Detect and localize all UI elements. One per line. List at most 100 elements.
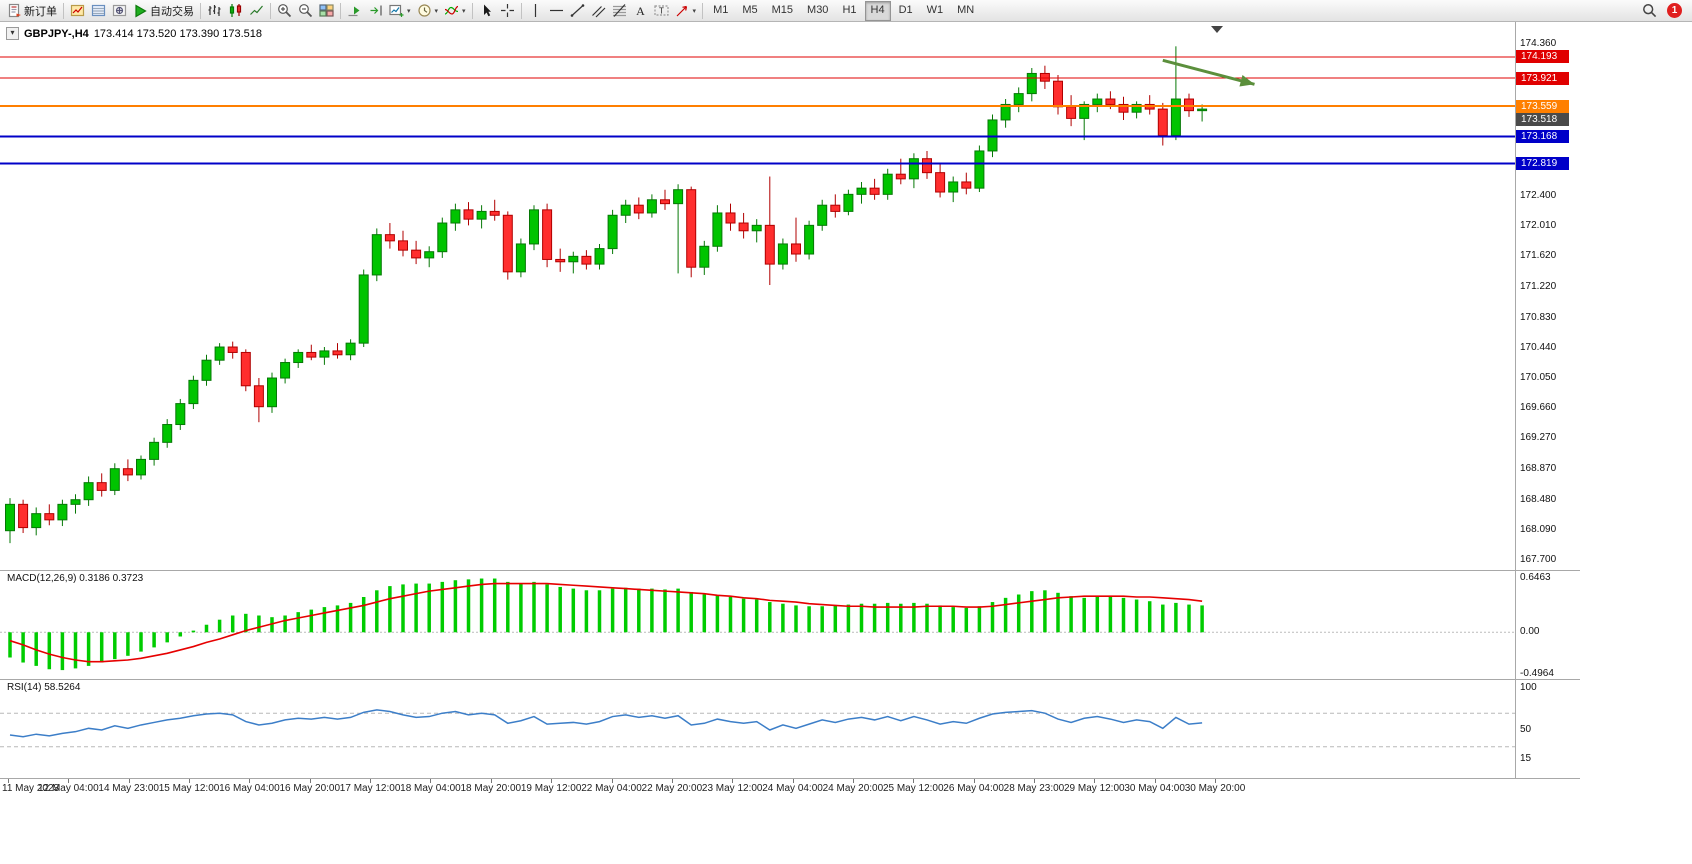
candle-body: [214, 346, 225, 361]
candle-body: [542, 209, 553, 260]
candle-body: [529, 209, 539, 245]
trend-arrow-head[interactable]: [1239, 74, 1255, 87]
candle-body: [476, 210, 487, 220]
zoom-in-button[interactable]: [274, 0, 295, 22]
auto-scroll-button[interactable]: [344, 0, 365, 22]
time-axis-tick: [1154, 779, 1156, 783]
symbol-dropdown-icon[interactable]: ▾: [6, 27, 19, 40]
trend-arrow-line[interactable]: [1162, 58, 1255, 86]
arrows-icon: [675, 3, 690, 18]
profiles-button[interactable]: ▾: [414, 0, 442, 22]
candle-body: [660, 199, 670, 205]
vertical-line-button[interactable]: [525, 0, 546, 22]
line-chart-icon: [249, 3, 264, 18]
candle-body: [1157, 108, 1168, 136]
candle-body: [882, 173, 893, 195]
new-chart-button[interactable]: ▾: [386, 0, 414, 22]
candle-body: [489, 210, 500, 216]
trendline-icon: [570, 3, 585, 18]
indicators-button[interactable]: ▾: [441, 0, 469, 22]
timeframe-mn-button[interactable]: MN: [957, 3, 975, 16]
price-axis-label: 170.050: [1520, 372, 1557, 384]
toolbar-separator: [270, 2, 271, 19]
new-order-button-label: 新订单: [24, 5, 57, 18]
timeframe-m1-button[interactable]: M1: [713, 3, 729, 16]
time-axis-tick: [1094, 779, 1096, 783]
macd-histogram: [8, 578, 1204, 671]
dropdown-arrow-icon: ▾: [692, 7, 697, 15]
zoom-out-button[interactable]: [295, 0, 316, 22]
timeframe-m15-button[interactable]: M15: [771, 3, 794, 16]
data-window-button[interactable]: [88, 0, 109, 22]
new-order-icon: [7, 3, 22, 18]
market-watch-button[interactable]: [67, 0, 88, 22]
bar-chart-button[interactable]: [204, 0, 225, 22]
toolbar: 新订单 自动交易 ▾ ▾ ▾ A T ▾ M1 M5 M15 M30 H1 H4 D1 W1 MN 1: [0, 0, 1692, 22]
main-chart-plot[interactable]: [0, 22, 1515, 570]
price-axis-label: 168.870: [1520, 463, 1557, 475]
time-axis-label: 16 May 04:00: [219, 783, 280, 794]
toolbar-separator: [63, 2, 64, 19]
candle-body: [188, 379, 199, 405]
text-button[interactable]: A: [630, 0, 651, 22]
candle-body: [777, 243, 788, 265]
timeframe-d1-button[interactable]: D1: [898, 3, 913, 16]
time-axis-tick: [189, 779, 191, 783]
candle-body: [751, 224, 762, 232]
candle-chart-button[interactable]: [225, 0, 246, 22]
candle-body: [974, 150, 985, 189]
notifications-badge[interactable]: 1: [1667, 3, 1682, 18]
candle-body: [384, 234, 395, 242]
timeframe-h1-button[interactable]: H1: [842, 3, 857, 16]
timeframe-m5-button[interactable]: M5: [742, 3, 758, 16]
candle-body: [922, 158, 932, 174]
profiles-icon: [417, 3, 432, 18]
line-chart-button[interactable]: [246, 0, 267, 22]
channel-button[interactable]: [588, 0, 609, 22]
rsi-panel[interactable]: [0, 680, 1515, 778]
timeframe-h4-button[interactable]: H4: [864, 0, 891, 21]
candle-body: [843, 193, 854, 212]
autotrading-button[interactable]: 自动交易: [130, 0, 197, 22]
market-watch-icon: [70, 3, 85, 18]
search-button[interactable]: [1639, 0, 1660, 22]
time-axis-label: 28 May 23:00: [1003, 783, 1065, 794]
dropdown-arrow-icon: ▾: [462, 7, 466, 15]
candle-body: [227, 346, 238, 353]
timeframe-m30-button[interactable]: M30: [807, 3, 829, 16]
chart-shift-button[interactable]: [365, 0, 386, 22]
candle-body: [70, 499, 81, 505]
trendline-button[interactable]: [567, 0, 588, 22]
rsi-axis-label: 15: [1520, 753, 1532, 765]
candle-body: [699, 245, 710, 268]
candle-body: [594, 248, 605, 265]
cursor-button[interactable]: [476, 0, 497, 22]
navigator-button[interactable]: [109, 0, 130, 22]
crosshair-button[interactable]: [497, 0, 518, 22]
macd-panel[interactable]: [0, 571, 1515, 679]
new-order-button[interactable]: 新订单: [4, 0, 60, 22]
crosshair-icon: [500, 3, 515, 18]
tile-windows-button[interactable]: [316, 0, 337, 22]
label-button[interactable]: T: [651, 0, 672, 22]
time-axis-label: 16 May 20:00: [279, 783, 341, 794]
candle-body: [332, 350, 343, 356]
horizontal-line-button[interactable]: [546, 0, 567, 22]
panel-separator[interactable]: [0, 570, 1580, 571]
time-axis-label: 12 May 04:00: [38, 783, 99, 794]
candle-body: [267, 377, 277, 408]
candle-body: [895, 173, 906, 180]
time-axis-tick: [792, 779, 794, 783]
price-axis-label: 174.360: [1520, 38, 1557, 49]
time-axis-tick: [68, 779, 70, 783]
timeframe-w1-button[interactable]: W1: [926, 3, 944, 16]
panel-separator[interactable]: [0, 679, 1580, 680]
svg-text:T: T: [659, 7, 664, 16]
chart-shift-marker[interactable]: [1211, 26, 1223, 33]
arrows-button[interactable]: ▾: [672, 0, 700, 22]
time-axis-tick: [732, 779, 734, 783]
candle-body: [568, 255, 579, 263]
price-level-badge: 174.193: [1516, 50, 1569, 64]
time-axis-label: 18 May 04:00: [400, 783, 461, 794]
fibonacci-button[interactable]: [609, 0, 630, 22]
